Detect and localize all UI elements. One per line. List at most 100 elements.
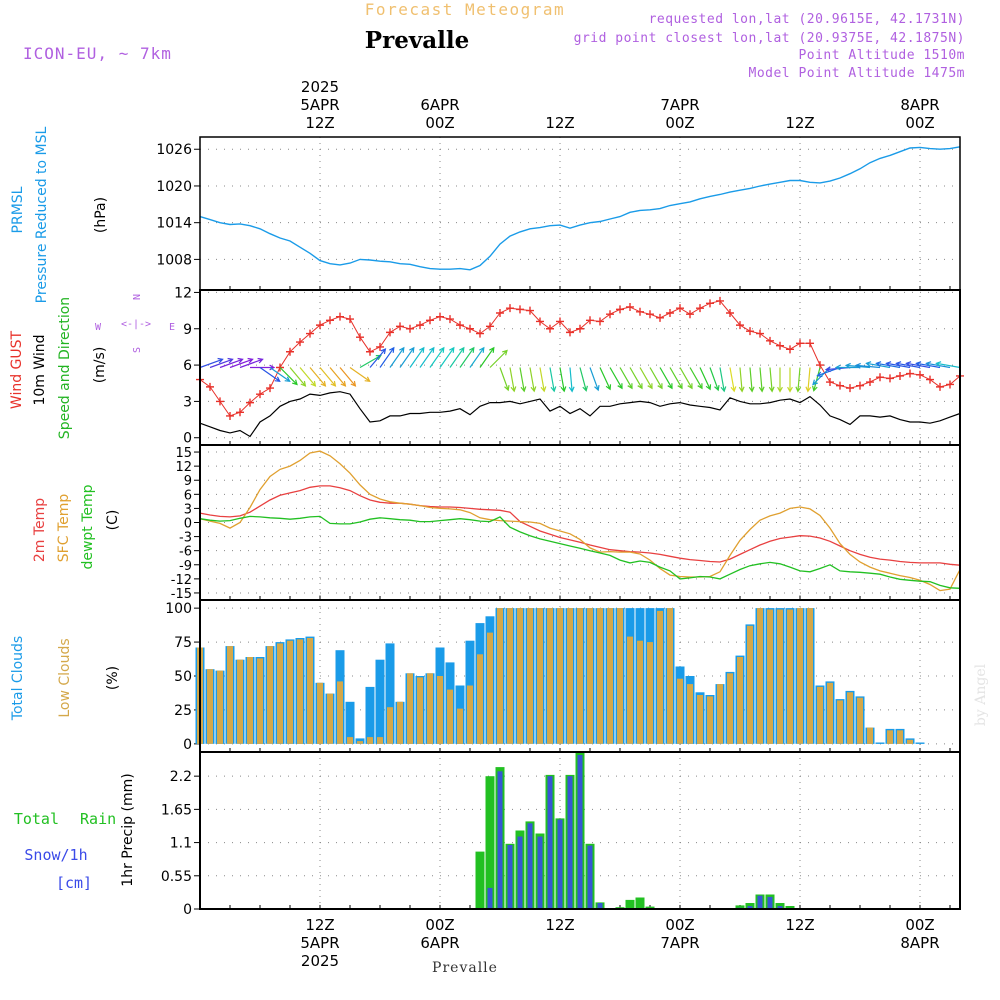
y-tick-label: 2.2 — [170, 769, 192, 785]
wind-arrow — [499, 367, 510, 392]
top-time-label: 7APR — [660, 96, 699, 114]
wind-arrow — [279, 367, 298, 386]
gust-point — [286, 347, 294, 356]
wind-arrow — [359, 354, 382, 369]
gust-point — [506, 304, 514, 313]
total-rain-label: Total Rain — [14, 810, 116, 828]
compass-arrow: <-|-> — [121, 319, 151, 330]
low-cloud-bar — [627, 636, 633, 744]
low-cloud-bar — [367, 737, 373, 744]
wind-arrow — [209, 357, 234, 369]
low-cloud-bar — [717, 684, 723, 744]
low-cloud-bar — [737, 657, 743, 744]
wind-arrow — [429, 346, 445, 368]
y-tick-label: 6 — [183, 358, 192, 374]
y-tick-label: 1026 — [156, 142, 192, 158]
wind-direction-arrows — [199, 346, 961, 393]
wind-arrow — [369, 348, 387, 368]
gust-point — [226, 411, 234, 420]
dewpt-line — [199, 515, 961, 589]
wind-arrow — [489, 349, 508, 368]
top-time-label: 5APR — [300, 96, 339, 114]
y-tick-label: 0 — [183, 737, 192, 753]
wind-arrow — [389, 346, 405, 368]
gust-point — [216, 397, 224, 406]
y-tick-label: 1020 — [156, 179, 192, 195]
watermark: by Angel — [973, 663, 989, 726]
wind-arrow — [229, 357, 254, 369]
wind-arrow — [399, 346, 415, 368]
panel-frame — [199, 444, 961, 601]
wind10m-line — [199, 391, 961, 438]
snow-bar — [507, 845, 513, 909]
snow-bar — [577, 755, 583, 909]
y-tick-label: 1.1 — [170, 836, 192, 852]
y-tick-label: 100 — [165, 601, 192, 617]
low-cloud-bar — [267, 646, 273, 744]
wind-arrow — [469, 346, 485, 368]
low-cloud-bar — [587, 608, 593, 744]
gust-point — [236, 408, 244, 417]
wind-arrow — [669, 367, 683, 390]
panel-frame — [199, 136, 961, 291]
gust-point — [646, 310, 654, 319]
total-cloud-bar — [365, 686, 375, 744]
snow-bar — [547, 776, 553, 909]
grid-point-coords: grid point closest lon,lat (20.9375E, 42… — [574, 31, 965, 46]
low-cloud-bar — [637, 640, 643, 744]
wind-arrow — [309, 367, 327, 387]
temp2m-label: 2m Temp — [32, 498, 48, 562]
low-cloud-bar — [777, 609, 783, 744]
gust-label: Wind GUST — [9, 330, 25, 409]
gust-point — [256, 390, 264, 399]
y-tick-label: -12 — [171, 573, 192, 588]
gust-point — [546, 324, 554, 333]
location-title: Prevalle — [365, 27, 469, 54]
low-cloud-bar — [817, 686, 823, 744]
y-tick-label: -9 — [179, 559, 192, 574]
low-cloud-bar — [837, 700, 843, 744]
wind-arrow — [758, 367, 765, 393]
gust-point — [436, 312, 444, 321]
wind-arrow — [259, 367, 281, 383]
low-cloud-bar — [387, 707, 393, 744]
bottom-time-label: 12Z — [545, 916, 574, 934]
total-cloud-bar — [345, 701, 355, 744]
gust-point — [636, 307, 644, 316]
bottom-time-label: 12Z — [785, 916, 814, 934]
wind-arrow — [609, 367, 623, 390]
gust-point — [596, 317, 604, 326]
low-cloud-bar — [847, 692, 853, 744]
low-cloud-bar — [577, 608, 583, 744]
gust-point — [686, 310, 694, 319]
top-time-label: 12Z — [305, 114, 334, 132]
low-cloud-bar — [497, 608, 503, 744]
wind-arrow — [619, 367, 633, 390]
gust-point — [456, 321, 464, 330]
snow-bar — [767, 896, 773, 909]
wind-arrow — [768, 367, 775, 393]
wind-arrow — [439, 346, 455, 368]
snow-bar — [557, 819, 563, 909]
gust-point — [496, 309, 504, 318]
top-time-label: 8APR — [900, 96, 939, 114]
bottom-time-label: 7APR — [660, 934, 699, 952]
wind-arrow — [854, 362, 881, 369]
gust-point — [876, 373, 884, 382]
gust-line — [199, 300, 961, 417]
wind-arrow — [599, 367, 612, 391]
wind-arrow — [568, 367, 575, 393]
gust-markers — [196, 296, 964, 420]
top-time-label: 00Z — [665, 114, 694, 132]
gust-point — [896, 371, 904, 380]
low-cloud-bar — [797, 608, 803, 744]
gust-point — [376, 342, 384, 351]
rain-bar — [735, 905, 745, 909]
y-tick-label: 12 — [175, 460, 192, 475]
low-cloud-bar — [677, 678, 683, 744]
y-tick-label: 12 — [174, 285, 192, 301]
snow-bar — [567, 776, 573, 909]
requested-coords: requested lon,lat (20.9615E, 42.1731N) — [649, 12, 965, 27]
gust-point — [676, 304, 684, 313]
